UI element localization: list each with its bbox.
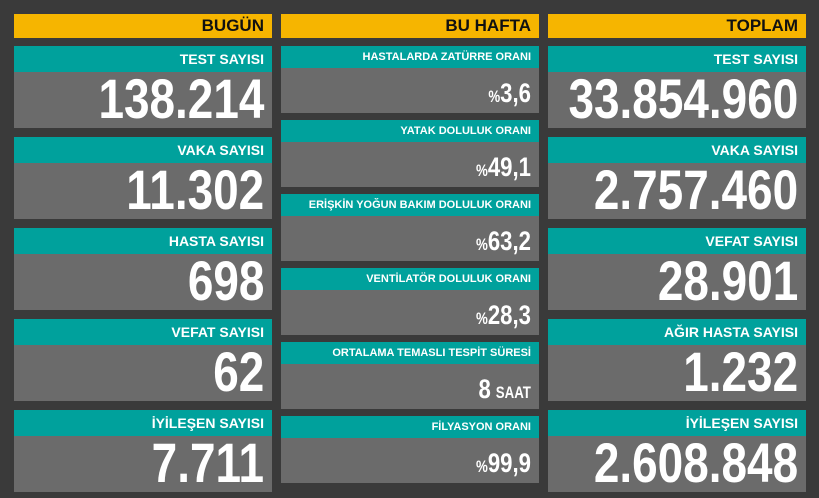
- value-prefix: %: [476, 162, 488, 180]
- stat-box: %3,6: [281, 68, 539, 113]
- stat-box: 2.757.460: [548, 159, 806, 221]
- stat-box: 11.302: [14, 159, 272, 221]
- stat-box: 28.901: [548, 250, 806, 312]
- stat-label: HASTA SAYISI: [14, 228, 272, 254]
- column-header: TOPLAM: [548, 14, 806, 38]
- stat-label: VAKA SAYISI: [548, 137, 806, 163]
- stat-box: 33.854.960: [548, 68, 806, 130]
- value-number: 3,6: [500, 78, 531, 108]
- stat-value: 62: [213, 341, 264, 403]
- stat-label: ORTALAMA TEMASLI TESPİT SÜRESİ: [281, 342, 539, 364]
- value-number: 49,1: [487, 152, 531, 182]
- value-number: 28,3: [487, 300, 531, 330]
- value-number: 138.214: [98, 67, 264, 130]
- stat-label: VEFAT SAYISI: [14, 319, 272, 345]
- stat-box: %28,3: [281, 290, 539, 335]
- value-number: 33.854.960: [568, 67, 798, 130]
- stat-label: YATAK DOLULUK ORANI: [281, 120, 539, 142]
- stat-label: İYİLEŞEN SAYISI: [14, 410, 272, 436]
- stat-value: 7.711: [152, 432, 264, 494]
- value-number: 8: [478, 374, 491, 404]
- stat-box: %99,9: [281, 438, 539, 483]
- value-number: 2.757.460: [593, 158, 798, 221]
- value-number: 7.711: [151, 431, 264, 494]
- stat-box: 138.214: [14, 68, 272, 130]
- stat-label: İYİLEŞEN SAYISI: [548, 410, 806, 436]
- stat-box: 8 SAAT: [281, 364, 539, 409]
- stat-label: FİLYASYON ORANI: [281, 416, 539, 438]
- column-header: BU HAFTA: [281, 14, 539, 38]
- stat-box: 7.711: [14, 432, 272, 494]
- value-number: 2.608.848: [593, 431, 798, 494]
- stat-value: %3,6: [488, 76, 531, 114]
- stat-box: 1.232: [548, 341, 806, 403]
- stat-value: 698: [187, 250, 264, 312]
- value-number: 1.232: [683, 340, 798, 403]
- stat-value: 33.854.960: [568, 68, 798, 130]
- stat-value: 8 SAAT: [479, 372, 531, 410]
- value-number: 63,2: [487, 226, 531, 256]
- stat-value: 2.757.460: [594, 159, 798, 221]
- value-prefix: %: [488, 88, 501, 106]
- value-number: 99,9: [487, 448, 531, 478]
- stat-value: 2.608.848: [594, 432, 798, 494]
- value-number: 62: [212, 340, 264, 403]
- stat-box: 698: [14, 250, 272, 312]
- value-prefix: %: [476, 458, 488, 476]
- value-number: 698: [187, 249, 264, 312]
- stat-value: %28,3: [476, 298, 531, 336]
- value-prefix: %: [476, 236, 488, 254]
- value-number: 11.302: [126, 158, 264, 221]
- stat-label: VEFAT SAYISI: [548, 228, 806, 254]
- stat-label: HASTALARDA ZATÜRRE ORANI: [281, 46, 539, 68]
- stat-box: %49,1: [281, 142, 539, 187]
- stat-label: TEST SAYISI: [548, 46, 806, 72]
- stat-value: 11.302: [126, 159, 264, 221]
- value-prefix: %: [476, 310, 488, 328]
- stat-value: 1.232: [683, 341, 798, 403]
- stat-value: %99,9: [476, 446, 531, 484]
- stat-box: 62: [14, 341, 272, 403]
- stat-label: VAKA SAYISI: [14, 137, 272, 163]
- stat-label: VENTİLATÖR DOLULUK ORANI: [281, 268, 539, 290]
- stat-label: AĞIR HASTA SAYISI: [548, 319, 806, 345]
- stat-value: %49,1: [476, 150, 531, 188]
- stat-value: 28.901: [658, 250, 798, 312]
- value-number: 28.901: [657, 249, 798, 312]
- stat-label: ERİŞKİN YOĞUN BAKIM DOLULUK ORANI: [281, 194, 539, 216]
- stat-value: %63,2: [476, 224, 531, 262]
- stat-label: TEST SAYISI: [14, 46, 272, 72]
- stat-box: %63,2: [281, 216, 539, 261]
- stat-box: 2.608.848: [548, 432, 806, 494]
- column-header: BUGÜN: [14, 14, 272, 38]
- stat-value: 138.214: [98, 68, 264, 130]
- value-suffix: SAAT: [495, 384, 531, 402]
